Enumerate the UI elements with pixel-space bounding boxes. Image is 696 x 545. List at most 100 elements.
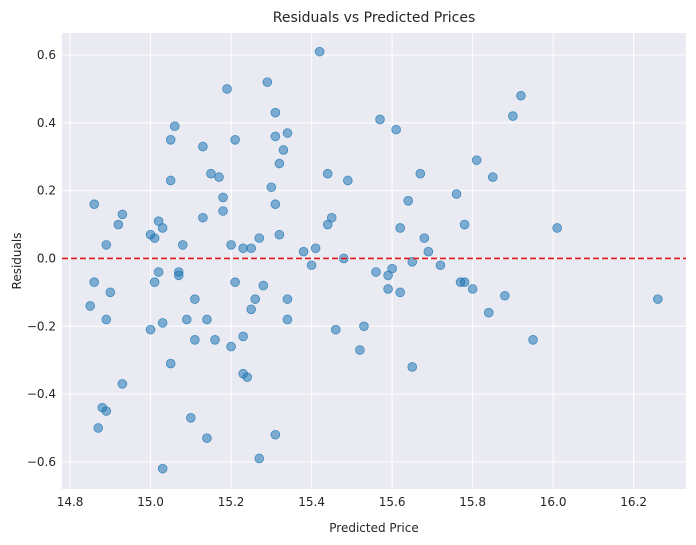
data-point (359, 321, 369, 332)
data-point (246, 304, 257, 315)
data-point (552, 223, 562, 233)
data-point (254, 453, 265, 464)
x-tick-label: 15.2 (218, 495, 245, 509)
y-tick-label: 0.0 (37, 251, 56, 265)
data-point (101, 240, 112, 250)
data-point (459, 277, 470, 287)
data-point (117, 209, 128, 220)
data-point (230, 134, 240, 145)
data-point (423, 246, 434, 257)
data-point (266, 182, 277, 193)
data-point (375, 114, 385, 125)
data-point (343, 175, 353, 186)
data-point (528, 335, 538, 345)
data-point (93, 423, 104, 433)
data-point (117, 379, 128, 389)
data-point (238, 331, 248, 342)
data-point (371, 267, 381, 277)
data-point (407, 362, 418, 372)
data-point (306, 260, 317, 271)
data-point (250, 294, 261, 304)
data-point (165, 134, 176, 145)
data-point (262, 77, 273, 87)
data-point (89, 199, 100, 210)
data-point (278, 145, 289, 155)
y-tick-label: 0.6 (37, 48, 56, 62)
data-point (222, 84, 232, 94)
data-point (274, 229, 285, 240)
data-point (226, 341, 236, 352)
x-tick-label: 15.4 (298, 495, 325, 509)
data-point (403, 196, 414, 206)
y-tick-label: 0.4 (37, 116, 56, 130)
data-point (282, 314, 293, 325)
data-point (653, 294, 663, 304)
data-point (487, 172, 498, 182)
data-point (270, 131, 281, 142)
data-point (169, 121, 180, 132)
data-point (435, 260, 446, 271)
data-point (274, 158, 285, 169)
y-axis-label: Residuals (10, 233, 24, 290)
data-point (218, 192, 228, 203)
data-point (157, 463, 168, 474)
data-point (282, 128, 293, 138)
data-point (330, 324, 341, 335)
y-tick-label: −0.2 (27, 319, 56, 333)
data-point (500, 290, 510, 301)
data-point (85, 301, 95, 311)
y-tick-label: 0.2 (37, 184, 56, 198)
data-point (177, 240, 188, 250)
data-point (322, 168, 333, 179)
data-point (254, 233, 265, 243)
data-point (218, 206, 228, 216)
data-point (157, 318, 168, 328)
data-point (387, 263, 397, 274)
plot-background (62, 33, 686, 489)
data-point (173, 270, 184, 281)
x-tick-label: 15.8 (459, 495, 486, 509)
data-point (198, 212, 208, 223)
y-tick-label: −0.4 (27, 387, 56, 401)
data-point (202, 314, 212, 325)
data-point (145, 324, 156, 335)
data-point (270, 429, 281, 440)
data-point (101, 406, 112, 416)
y-axis-ticks: −0.6 −0.4 −0.2 0.0 0.2 0.4 0.6 (27, 48, 56, 469)
data-point (210, 335, 220, 345)
data-point (310, 243, 321, 254)
data-point (149, 277, 160, 287)
data-point (190, 294, 200, 304)
x-axis-label: Predicted Price (329, 521, 418, 535)
data-point (242, 372, 252, 382)
data-point (206, 168, 216, 179)
data-point (101, 314, 112, 325)
data-point (165, 358, 176, 369)
data-point (508, 111, 518, 121)
x-tick-label: 14.8 (57, 495, 84, 509)
data-point (270, 199, 281, 210)
data-point (186, 413, 196, 423)
data-point (471, 155, 482, 165)
data-point (202, 433, 212, 443)
data-point (149, 233, 160, 243)
data-point (483, 307, 494, 318)
x-axis-ticks: 14.8 15.0 15.2 15.4 15.6 15.8 16.0 16.2 (57, 495, 647, 509)
data-point (157, 223, 168, 233)
data-point (326, 212, 337, 223)
data-point (282, 294, 293, 304)
data-point (270, 107, 281, 118)
data-point (415, 168, 426, 179)
data-point (89, 277, 100, 287)
data-point (214, 172, 224, 182)
data-point (419, 233, 430, 243)
data-point (451, 189, 462, 199)
data-point (165, 175, 176, 186)
data-points (85, 46, 663, 474)
data-point (226, 240, 236, 250)
y-tick-label: −0.6 (27, 455, 56, 469)
data-point (246, 243, 257, 254)
data-point (258, 280, 269, 291)
data-point (298, 246, 309, 257)
